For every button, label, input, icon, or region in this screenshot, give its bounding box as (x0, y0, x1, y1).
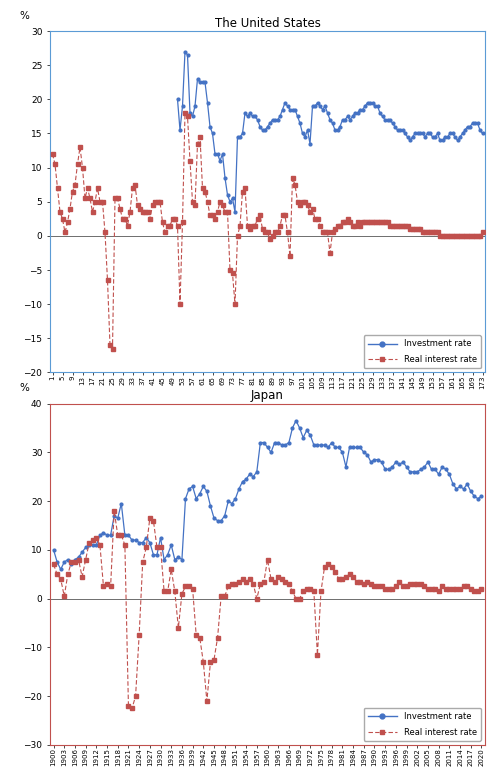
Text: %: % (20, 383, 30, 393)
Title: Japan: Japan (251, 390, 284, 402)
Legend: Investment rate, Real interest rate: Investment rate, Real interest rate (364, 335, 481, 369)
Legend: Investment rate, Real interest rate: Investment rate, Real interest rate (364, 708, 481, 741)
Text: %: % (20, 11, 30, 21)
Title: The United States: The United States (214, 17, 320, 29)
